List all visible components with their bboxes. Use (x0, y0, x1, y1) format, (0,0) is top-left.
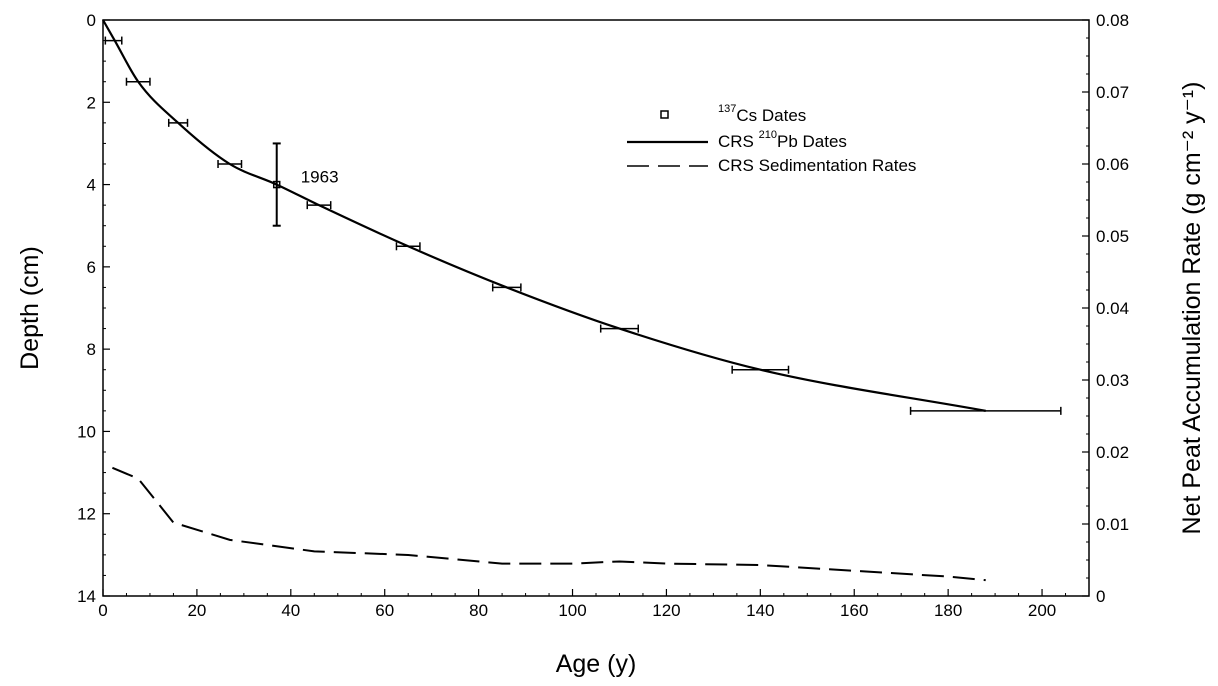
legend-cs-marker (660, 110, 669, 119)
cs137-annotation: 1963 (301, 168, 339, 187)
x-tick-label: 80 (469, 601, 488, 620)
y2-tick-label: 0.03 (1096, 371, 1129, 390)
x-axis-title: Age (y) (556, 650, 637, 678)
y-tick-label: 14 (77, 587, 96, 606)
sedimentation-rate-line (112, 466, 986, 582)
y-tick-label: 10 (77, 422, 96, 441)
y2-tick-label: 0.08 (1096, 11, 1129, 30)
x-tick-label: 160 (840, 601, 868, 620)
pb210-curve (102, 19, 986, 412)
legend-sed-label: CRS Sedimentation Rates (718, 156, 916, 175)
y-tick-label: 0 (87, 11, 96, 30)
x-tick-label: 100 (558, 601, 586, 620)
y2-tick-label: 0.01 (1096, 515, 1129, 534)
x-tick-label: 40 (281, 601, 300, 620)
y2-tick-label: 0.06 (1096, 155, 1129, 174)
y-tick-label: 4 (87, 176, 96, 195)
y2-tick-label: 0.04 (1096, 299, 1129, 318)
series-layer: 1963 (102, 19, 1062, 582)
y-tick-label: 2 (87, 93, 96, 112)
y2-tick-label: 0.05 (1096, 227, 1129, 246)
x-tick-label: 200 (1028, 601, 1056, 620)
x-tick-label: 140 (746, 601, 774, 620)
y-tick-label: 12 (77, 505, 96, 524)
x-tick-label: 180 (934, 601, 962, 620)
x-tick-label: 20 (187, 601, 206, 620)
y-tick-label: 8 (87, 340, 96, 359)
x-tick-label: 60 (375, 601, 394, 620)
legend: 137Cs Dates CRS 210Pb Dates CRS Sediment… (627, 103, 916, 175)
x-tick-label: 0 (98, 601, 107, 620)
legend-cs-label: 137Cs Dates (718, 103, 806, 125)
y2-tick-label: 0.07 (1096, 83, 1129, 102)
legend-pb-label: CRS 210Pb Dates (718, 129, 847, 151)
y2-tick-label: 0.02 (1096, 443, 1129, 462)
cs137-marker (272, 180, 281, 189)
y-axis-title: Depth (cm) (16, 246, 44, 370)
plot-area (102, 19, 1090, 597)
y-tick-label: 6 (87, 258, 96, 277)
y2-axis-title: Net Peat Accumulation Rate (g cm⁻² y⁻¹) (1178, 82, 1206, 535)
x-tick-label: 120 (652, 601, 680, 620)
y2-tick-label: 0 (1096, 587, 1105, 606)
